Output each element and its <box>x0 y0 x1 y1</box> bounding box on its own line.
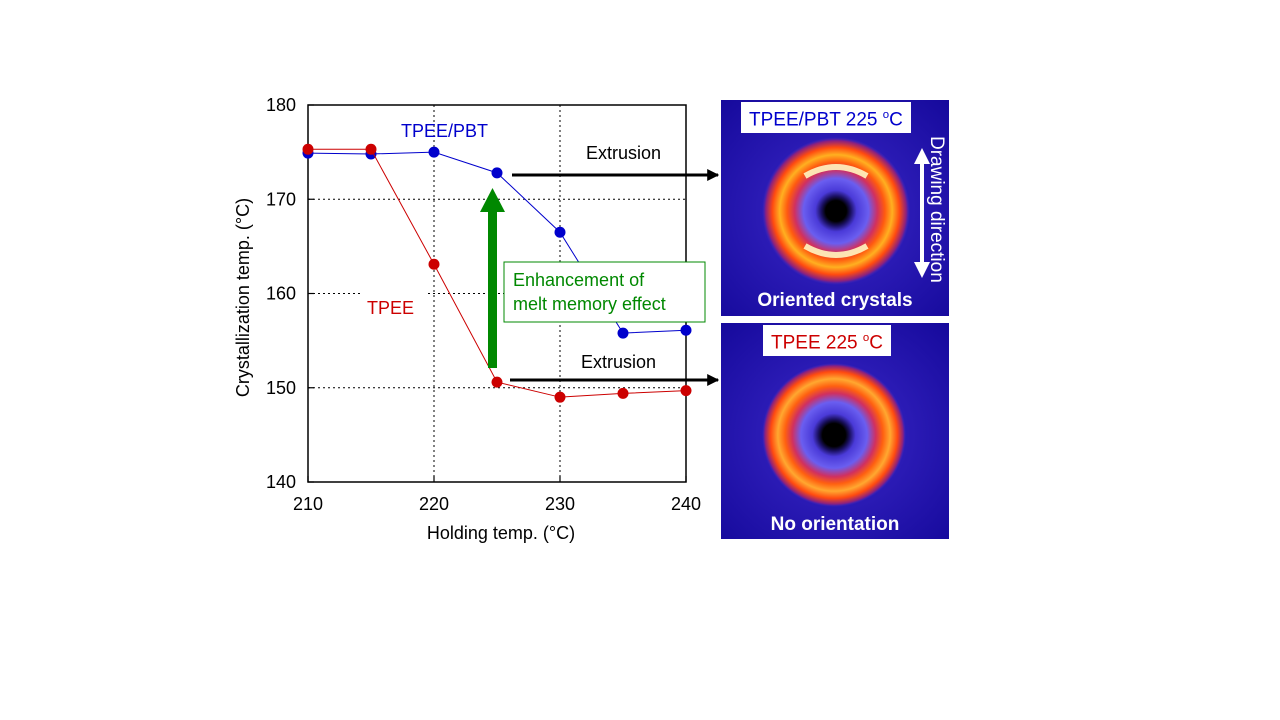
data-point <box>554 226 566 238</box>
panel-bottom-label-text: TPEE 225 <box>771 332 858 354</box>
isotropic-diffraction-pattern <box>721 323 949 539</box>
panel-top-label-text: TPEE/PBT 225 <box>749 109 878 131</box>
data-point <box>554 391 566 403</box>
data-point <box>680 385 692 397</box>
data-point <box>365 143 377 155</box>
series-label-bg <box>362 292 426 320</box>
series-label-tpee: TPEE <box>367 298 414 318</box>
data-point <box>491 167 503 179</box>
extrusion-label-bottom: Extrusion <box>581 352 656 372</box>
y-tick-label: 150 <box>266 378 296 398</box>
data-point <box>428 146 440 158</box>
series-label-tpee-pbt: TPEE/PBT <box>401 121 488 141</box>
y-tick-label: 170 <box>266 189 296 209</box>
panel-bottom-label-unit: C <box>869 332 883 354</box>
enhancement-text-line2: melt memory effect <box>513 294 666 314</box>
data-point <box>680 324 692 336</box>
enhancement-arrow-shaft <box>488 210 497 368</box>
crystallization-chart: 210 220 230 240 140 150 160 170 180 Holding temp.… <box>233 95 720 543</box>
degree-o: o <box>882 109 890 121</box>
oriented-diffraction-pattern <box>721 100 949 316</box>
drawing-direction-arrow-icon <box>914 148 930 278</box>
waxd-panel-bottom: TPEE 225 oC No orientation <box>721 323 949 539</box>
y-tick-label: 160 <box>266 284 296 304</box>
x-tick-label: 220 <box>419 494 449 514</box>
panel-bottom-caption: No orientation <box>770 514 900 535</box>
enhancement-text-line1: Enhancement of <box>513 270 645 290</box>
data-point <box>491 376 503 388</box>
x-axis-label: Holding temp. (°C) <box>427 523 575 543</box>
y-tick-label: 180 <box>266 95 296 115</box>
degree-o: o <box>862 332 870 344</box>
panel-top-label: TPEE/PBT 225 oC <box>741 102 911 134</box>
data-point <box>428 258 440 270</box>
y-tick-label: 140 <box>266 472 296 492</box>
data-point <box>617 327 629 339</box>
panel-bottom-label: TPEE 225 oC <box>763 325 891 357</box>
panel-top-caption: Oriented crystals <box>757 290 913 311</box>
panel-top-label-unit: C <box>889 109 903 131</box>
data-point <box>302 143 314 155</box>
panel-top-side-text: Drawing direction <box>926 136 947 283</box>
x-tick-label: 230 <box>545 494 575 514</box>
waxd-panel-top: TPEE/PBT 225 oC Oriented crystals Drawin… <box>721 100 949 316</box>
extrusion-label-top: Extrusion <box>586 143 661 163</box>
data-point <box>617 387 629 399</box>
x-tick-label: 240 <box>671 494 701 514</box>
enhancement-box <box>503 261 706 323</box>
y-axis-label: Crystallization temp. (°C) <box>233 198 253 397</box>
x-tick-label: 210 <box>293 494 323 514</box>
enhancement-arrow-head <box>480 188 505 212</box>
